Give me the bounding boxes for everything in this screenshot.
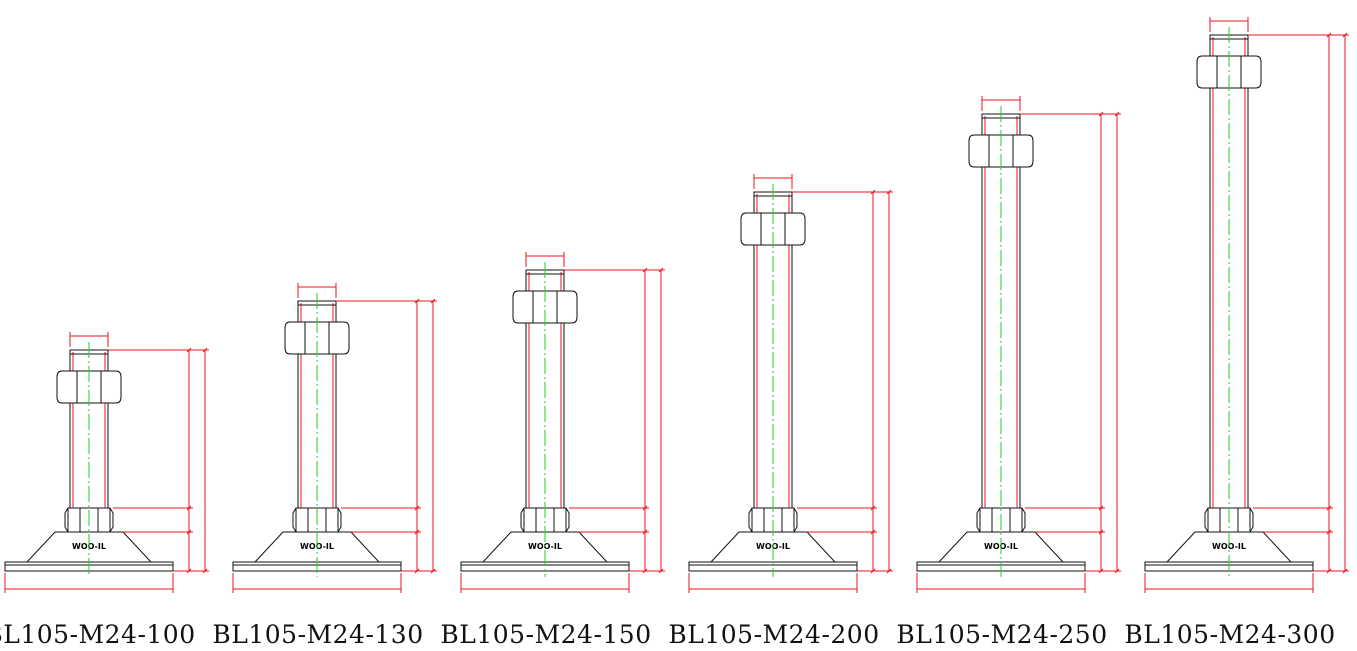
dimension-tick [1098, 111, 1104, 117]
dimension-tick [1326, 529, 1332, 535]
dimension-tick [642, 505, 648, 511]
nut-chamfer [64, 507, 69, 533]
dimension-tick [870, 505, 876, 511]
dimension-tick [186, 568, 192, 574]
dimension-tick [186, 347, 192, 353]
dimension-tick [1098, 529, 1104, 535]
dimension-tick [1342, 568, 1348, 574]
nut-chamfer [292, 507, 297, 533]
dimension-tick [186, 529, 192, 535]
nut-chamfer [793, 507, 798, 533]
model-caption: BL105-M24-100 [0, 620, 196, 649]
dimension-tick [1342, 32, 1348, 38]
nut-chamfer [520, 507, 525, 533]
nut-chamfer [1204, 507, 1209, 533]
dimension-tick [658, 568, 664, 574]
dimension-tick [414, 568, 420, 574]
nut-chamfer [565, 507, 570, 533]
dimension-tick [642, 267, 648, 273]
nut-chamfer [337, 507, 342, 533]
dimension-tick [414, 298, 420, 304]
dimension-tick [1326, 568, 1332, 574]
dimension-tick [430, 568, 436, 574]
dimension-tick [658, 267, 664, 273]
nut-chamfer [748, 507, 753, 533]
nut-chamfer [1249, 507, 1254, 533]
model-caption: BL105-M24-250 [896, 620, 1107, 649]
dimension-tick [414, 529, 420, 535]
dimension-tick [870, 568, 876, 574]
nut-chamfer [976, 507, 981, 533]
dimension-tick [1098, 505, 1104, 511]
model-caption: BL105-M24-300 [1124, 620, 1335, 649]
model-caption: BL105-M24-200 [668, 620, 879, 649]
dimension-tick [186, 505, 192, 511]
dimension-tick [1098, 568, 1104, 574]
dimension-tick [1114, 111, 1120, 117]
dimension-tick [202, 347, 208, 353]
dimension-tick [1326, 505, 1332, 511]
nut-chamfer [109, 507, 114, 533]
dimension-tick [870, 189, 876, 195]
dimension-tick [886, 568, 892, 574]
model-caption: BL105-M24-150 [440, 620, 651, 649]
dimension-tick [430, 298, 436, 304]
dimension-tick [642, 568, 648, 574]
dimension-tick [1114, 568, 1120, 574]
dimension-tick [414, 505, 420, 511]
nut-chamfer [1021, 507, 1026, 533]
dimension-tick [1326, 32, 1332, 38]
dimension-tick [642, 529, 648, 535]
dimension-tick [886, 189, 892, 195]
dimension-tick [202, 568, 208, 574]
dimension-tick [870, 529, 876, 535]
model-caption: BL105-M24-130 [212, 620, 423, 649]
